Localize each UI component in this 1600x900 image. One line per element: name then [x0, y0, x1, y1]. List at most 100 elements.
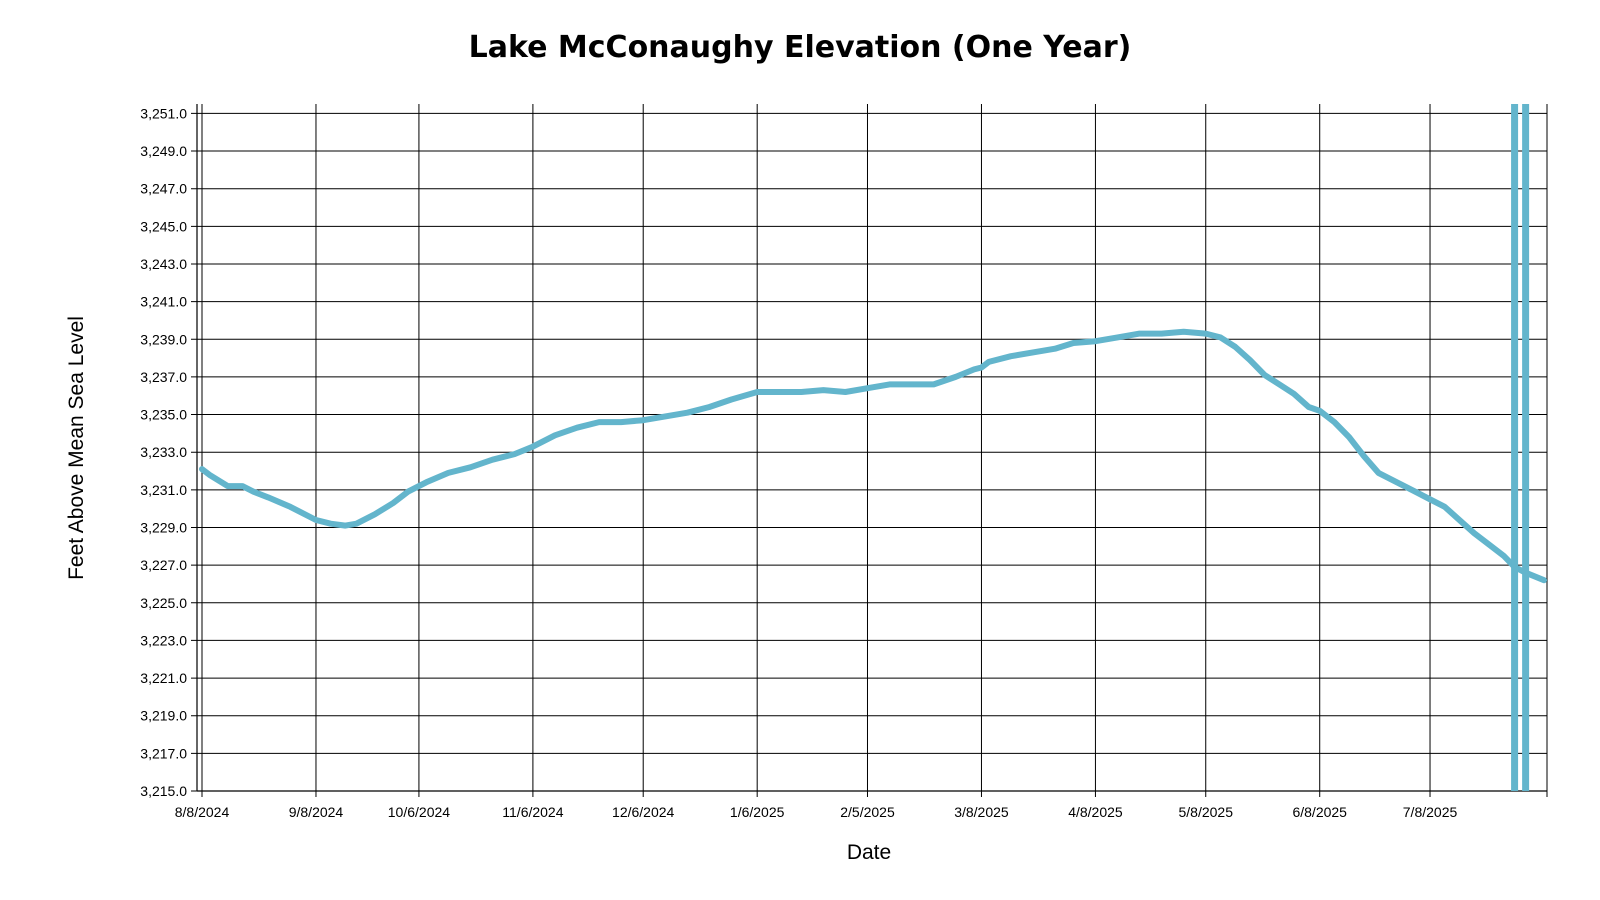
- y-tick-label: 3,215.0: [140, 783, 187, 799]
- data-point: [1361, 453, 1367, 459]
- tick-labels: 3,215.0 3,217.0 3,219.0 3,221.0 3,223.0 3,225…: [140, 105, 1457, 820]
- y-tick-label: 3,245.0: [140, 218, 187, 234]
- chart-title: Lake McConaughy Elevation (One Year): [468, 30, 1132, 65]
- data-point: [931, 381, 937, 388]
- data-point: [1247, 357, 1253, 363]
- y-tick-label: 3,241.0: [140, 294, 187, 310]
- data-point: [986, 359, 992, 365]
- data-point: [618, 419, 624, 425]
- x-tick-label: 6/8/2025: [1292, 804, 1347, 820]
- y-tick-label: 3,239.0: [140, 331, 187, 347]
- data-point: [467, 464, 473, 470]
- data-point: [1317, 408, 1323, 414]
- data-point: [706, 404, 712, 410]
- y-tick-label: 3,251.0: [140, 105, 187, 121]
- data-point: [1412, 489, 1418, 495]
- x-tick-label: 11/6/2024: [502, 804, 563, 820]
- data-point: [909, 381, 915, 388]
- data-point: [1346, 434, 1352, 440]
- data-point: [662, 413, 668, 420]
- data-point: [1276, 381, 1282, 388]
- x-tick-label: 4/8/2025: [1068, 804, 1123, 820]
- data-point: [684, 410, 690, 416]
- y-tick-label: 3,237.0: [140, 369, 187, 385]
- y-tick-label: 3,235.0: [140, 407, 187, 423]
- y-tick-label: 3,233.0: [140, 444, 187, 460]
- data-point: [1306, 404, 1312, 410]
- data-point: [445, 470, 451, 476]
- data-point: [1456, 517, 1463, 523]
- data-point: [1291, 391, 1297, 397]
- data-point: [1052, 346, 1058, 352]
- y-tick-label: 3,221.0: [140, 670, 187, 686]
- data-point: [489, 457, 496, 463]
- data-point: [1008, 353, 1014, 359]
- data-point: [640, 417, 646, 423]
- data-point: [353, 521, 360, 527]
- data-point: [511, 451, 518, 457]
- data-point: [405, 489, 411, 495]
- data-point: [1092, 338, 1099, 344]
- series-line: [199, 328, 1547, 584]
- data-point: [313, 517, 319, 523]
- data-point: [530, 443, 536, 450]
- data-point: [423, 479, 429, 485]
- data-point: [552, 432, 558, 438]
- x-axis-title: Date: [847, 841, 891, 864]
- data-point: [1232, 344, 1238, 350]
- data-point: [776, 389, 782, 395]
- x-tick-label: 10/6/2024: [388, 804, 450, 820]
- y-tick-label: 3,225.0: [140, 595, 187, 611]
- data-point: [206, 472, 212, 478]
- y-tick-label: 3,227.0: [140, 557, 187, 573]
- data-point: [1471, 530, 1477, 536]
- data-point: [953, 374, 959, 380]
- y-tick-label: 3,247.0: [140, 181, 187, 197]
- data-point: [1114, 334, 1121, 340]
- data-point: [971, 366, 977, 372]
- data-point: [1331, 419, 1338, 425]
- data-point: [342, 523, 348, 529]
- data-point: [372, 511, 378, 517]
- data-point: [1181, 329, 1187, 335]
- x-tick-label: 2/5/2025: [840, 804, 895, 820]
- data-point: [1203, 331, 1209, 337]
- y-tick-label: 3,217.0: [140, 745, 187, 761]
- data-point: [239, 483, 246, 489]
- y-tick-label: 3,243.0: [140, 256, 187, 272]
- x-tick-label: 9/8/2024: [289, 804, 344, 820]
- x-tick-label: 3/8/2025: [954, 804, 1009, 820]
- data-point: [287, 504, 293, 510]
- y-tick-label: 3,223.0: [140, 632, 187, 648]
- data-point: [1030, 349, 1036, 356]
- x-tick-label: 8/8/2024: [175, 804, 230, 820]
- axes: [196, 104, 1548, 797]
- data-point: [1398, 481, 1404, 487]
- data-point: [265, 494, 271, 500]
- data-point: [390, 500, 396, 506]
- data-point: [842, 389, 849, 395]
- x-tick-label: 5/8/2025: [1178, 804, 1233, 820]
- data-point: [864, 385, 871, 391]
- y-axis-title: Feet Above Mean Sea Level: [65, 316, 88, 580]
- data-point: [250, 489, 257, 495]
- data-point: [820, 387, 826, 393]
- data-point: [798, 389, 804, 395]
- data-point: [754, 389, 760, 395]
- data-point: [1486, 541, 1492, 548]
- data-point: [1136, 331, 1143, 337]
- x-tick-label: 1/6/2025: [730, 804, 785, 820]
- data-point: [1261, 372, 1268, 378]
- data-point: [574, 425, 580, 431]
- data-point: [978, 364, 985, 371]
- data-point: [1541, 577, 1547, 583]
- data-point: [1442, 504, 1448, 510]
- data-point: [1375, 470, 1382, 476]
- data-point: [728, 396, 735, 403]
- data-point: [199, 466, 205, 472]
- y-tick-label: 3,229.0: [140, 519, 187, 535]
- data-point: [886, 381, 893, 388]
- data-point: [1070, 340, 1076, 346]
- data-point: [1159, 331, 1165, 337]
